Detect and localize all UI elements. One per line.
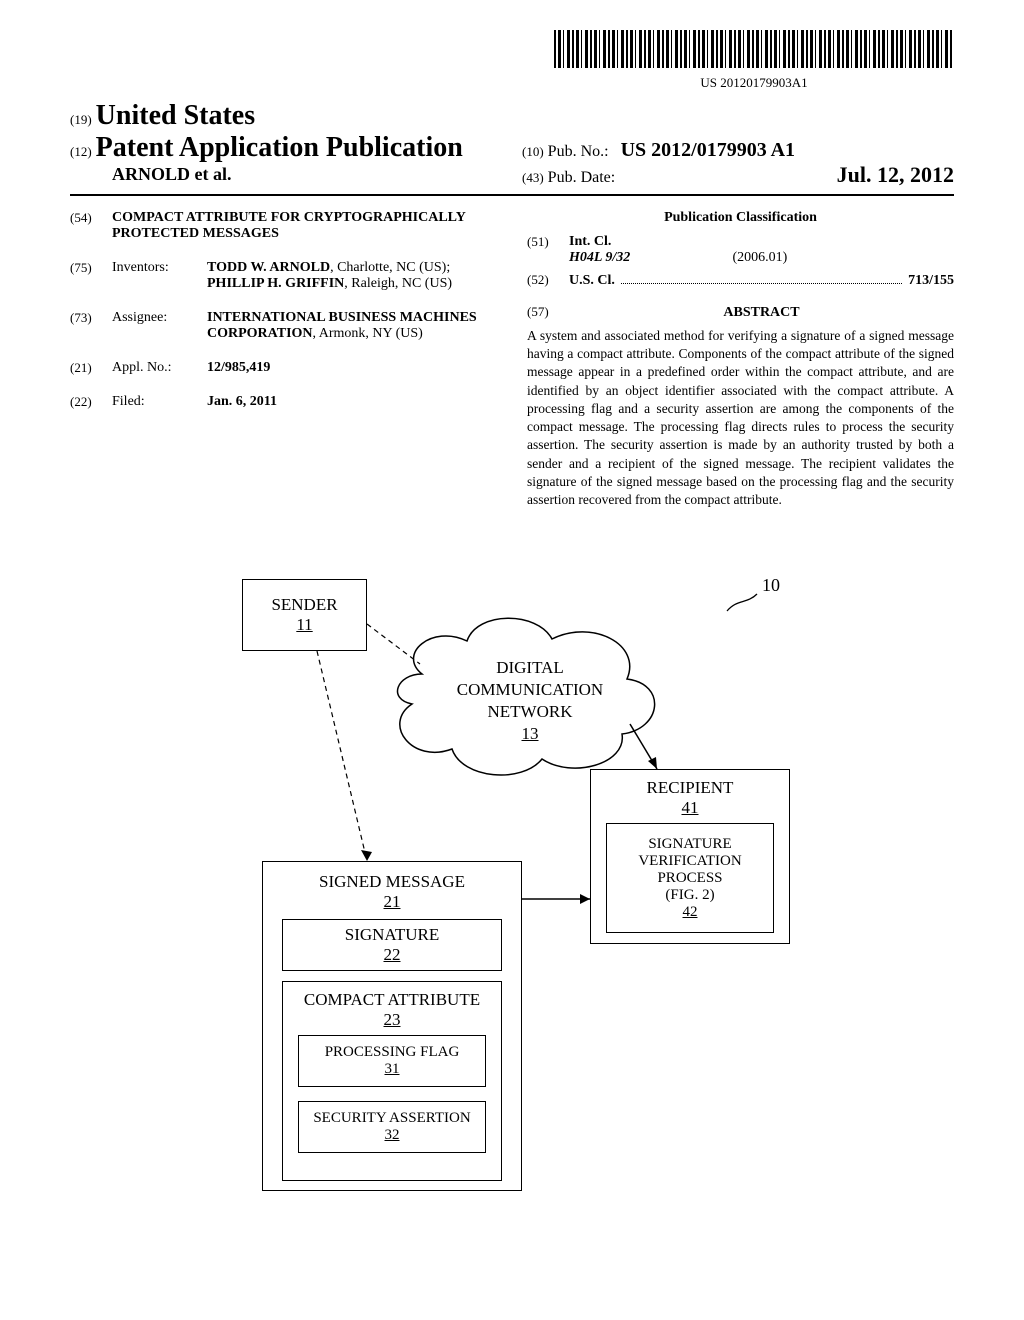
field-num-51: (51) (527, 234, 569, 250)
uscl-label: U.S. Cl. (569, 273, 615, 289)
uscl-dots (621, 283, 902, 284)
cloud-network: DIGITAL COMMUNICATION NETWORK 13 (450, 657, 610, 745)
assignee-value: INTERNATIONAL BUSINESS MACHINES CORPORAT… (207, 310, 497, 342)
left-column: (54) COMPACT ATTRIBUTE FOR CRYPTOGRAPHIC… (70, 210, 497, 509)
field-num-21: (21) (70, 360, 112, 376)
field-num-12: (12) (70, 144, 92, 159)
abstract-header: ABSTRACT (569, 305, 954, 321)
ref-10: 10 (762, 575, 780, 596)
pub-date: Jul. 12, 2012 (837, 162, 954, 188)
applno-label: Appl. No.: (112, 360, 207, 376)
box-svp: SIGNATURE VERIFICATION PROCESS (FIG. 2) … (606, 823, 774, 933)
intcl-year: (2006.01) (733, 250, 788, 265)
publication-type: Patent Application Publication (96, 132, 463, 163)
header-inventors: ARNOLD et al. (112, 164, 502, 185)
barcode-lines (554, 30, 954, 68)
field-num-57: (57) (527, 304, 569, 320)
field-num-52: (52) (527, 272, 569, 288)
field-num-75: (75) (70, 260, 112, 292)
pub-no-label: Pub. No.: (548, 143, 609, 160)
patent-title: COMPACT ATTRIBUTE FOR CRYPTOGRAPHICALLY … (112, 210, 497, 242)
barcode-block: US 20120179903A1 (70, 30, 954, 92)
inventors-value: TODD W. ARNOLD, Charlotte, NC (US); PHIL… (207, 260, 497, 292)
filed-value: Jan. 6, 2011 (207, 394, 497, 410)
assignee-label: Assignee: (112, 310, 207, 342)
field-num-43: (43) (522, 170, 544, 185)
field-num-22: (22) (70, 394, 112, 410)
pub-no: US 2012/0179903 A1 (621, 139, 795, 161)
abstract-text: A system and associated method for verif… (527, 327, 954, 509)
right-column: Publication Classification (51) Int. Cl.… (527, 210, 954, 509)
intcl-label: Int. Cl. (569, 234, 611, 249)
field-num-10: (10) (522, 144, 544, 159)
box-signature: SIGNATURE 22 (282, 919, 502, 971)
field-num-73: (73) (70, 310, 112, 342)
inventors-label: Inventors: (112, 260, 207, 292)
filed-label: Filed: (112, 394, 207, 410)
box-security-assertion: SECURITY ASSERTION 32 (298, 1101, 486, 1153)
divider (70, 194, 954, 196)
classification-header: Publication Classification (527, 210, 954, 226)
header: (19) United States (12) Patent Applicati… (70, 100, 954, 188)
field-num-19: (19) (70, 112, 92, 127)
box-sender: SENDER 11 (242, 579, 367, 651)
country: United States (96, 100, 255, 131)
pub-date-label: Pub. Date: (548, 169, 616, 186)
figure-diagram: 10 SENDER 11 DIGITAL COMMUNICATION NETWO… (202, 569, 822, 1209)
field-num-54: (54) (70, 210, 112, 242)
box-processing-flag: PROCESSING FLAG 31 (298, 1035, 486, 1087)
applno-value: 12/985,419 (207, 360, 497, 376)
barcode-text: US 20120179903A1 (554, 75, 954, 91)
uscl-value: 713/155 (908, 273, 954, 289)
intcl-code: H04L 9/32 (569, 250, 729, 266)
